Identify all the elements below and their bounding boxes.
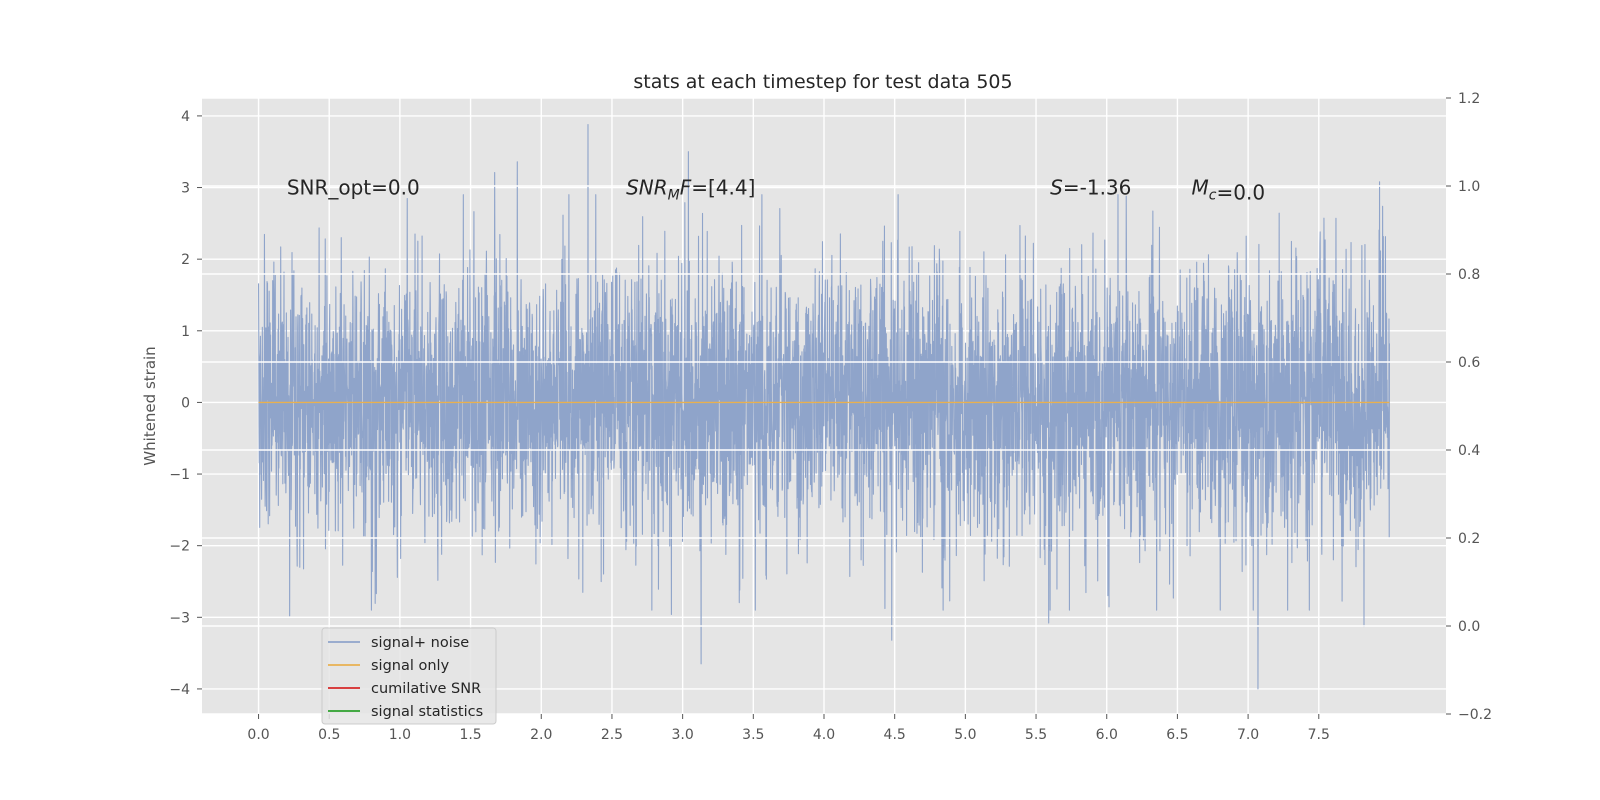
x-tick-label: 6.5 — [1166, 727, 1188, 743]
y-tick-label: −1 — [169, 467, 190, 483]
x-tick-label: 4.0 — [813, 727, 835, 743]
annotation-skew: S=-1.36 — [1050, 176, 1131, 200]
y-tick-label: 2 — [181, 252, 190, 268]
x-tick-label: 2.5 — [601, 727, 623, 743]
x-tick-label: 1.5 — [459, 727, 481, 743]
annotation-snr-mf: SNRMF=[4.4] — [626, 176, 755, 204]
y-tick-label: −4 — [169, 682, 190, 698]
y2-tick-label: 0.8 — [1458, 267, 1480, 283]
x-tick-label: 4.5 — [884, 727, 906, 743]
legend: signal+ noise signal only cumilative SNR si… — [321, 627, 497, 725]
y2-tick-label: 0.2 — [1458, 531, 1480, 547]
y2-axis-ticks: 1.2 1.0 0.8 0.6 0.4 0.2 0.0 −0.2 — [1446, 91, 1492, 723]
x-tick-label: 5.0 — [954, 727, 976, 743]
x-tick-label: 7.0 — [1237, 727, 1259, 743]
legend-label: cumilative SNR — [371, 681, 481, 697]
series-line-signal-noise — [258, 123, 1390, 690]
y2-tick-label: 1.2 — [1458, 91, 1480, 107]
annotations: SNR_opt=0.0 SNRMF=[4.4] S=-1.36 Mc=0.0 — [287, 176, 1265, 205]
y-axis-label: Whitened strain — [141, 346, 159, 465]
legend-label: signal statistics — [371, 704, 483, 720]
y2-tick-label: 0.0 — [1458, 619, 1480, 635]
x-tick-label: 3.0 — [672, 727, 694, 743]
y-axis-ticks: 4 3 2 1 0 −1 −2 −3 −4 — [169, 109, 202, 698]
x-tick-label: 0.0 — [247, 727, 269, 743]
y2-tick-label: −0.2 — [1458, 707, 1492, 723]
chart-title: stats at each timestep for test data 505 — [633, 71, 1012, 93]
x-tick-label: 0.5 — [318, 727, 340, 743]
annotation-chirp-mass: Mc=0.0 — [1192, 176, 1266, 205]
x-tick-label: 6.0 — [1096, 727, 1118, 743]
y-tick-label: 0 — [181, 395, 190, 411]
y-tick-label: −3 — [169, 610, 190, 626]
y2-tick-label: 0.4 — [1458, 443, 1480, 459]
y-tick-label: 4 — [181, 109, 190, 125]
y-tick-label: 1 — [181, 324, 190, 340]
annotation-snr-opt: SNR_opt=0.0 — [287, 176, 420, 200]
y2-tick-label: 1.0 — [1458, 179, 1480, 195]
x-axis-ticks: 0.0 0.5 1.0 1.5 2.0 2.5 3.0 3.5 4.0 4.5 5.0 5.5 6.0 6… — [247, 714, 1330, 743]
x-tick-label: 1.0 — [389, 727, 411, 743]
legend-label: signal+ noise — [371, 635, 469, 651]
data-series — [258, 123, 1390, 690]
y2-tick-label: 0.6 — [1458, 355, 1480, 371]
legend-box — [321, 627, 497, 725]
x-tick-label: 7.5 — [1308, 727, 1330, 743]
x-tick-label: 2.0 — [530, 727, 552, 743]
x-tick-label: 3.5 — [742, 727, 764, 743]
y-tick-label: 3 — [181, 181, 190, 197]
legend-label: signal only — [371, 658, 450, 674]
x-tick-label: 5.5 — [1025, 727, 1047, 743]
y-tick-label: −2 — [169, 539, 190, 555]
